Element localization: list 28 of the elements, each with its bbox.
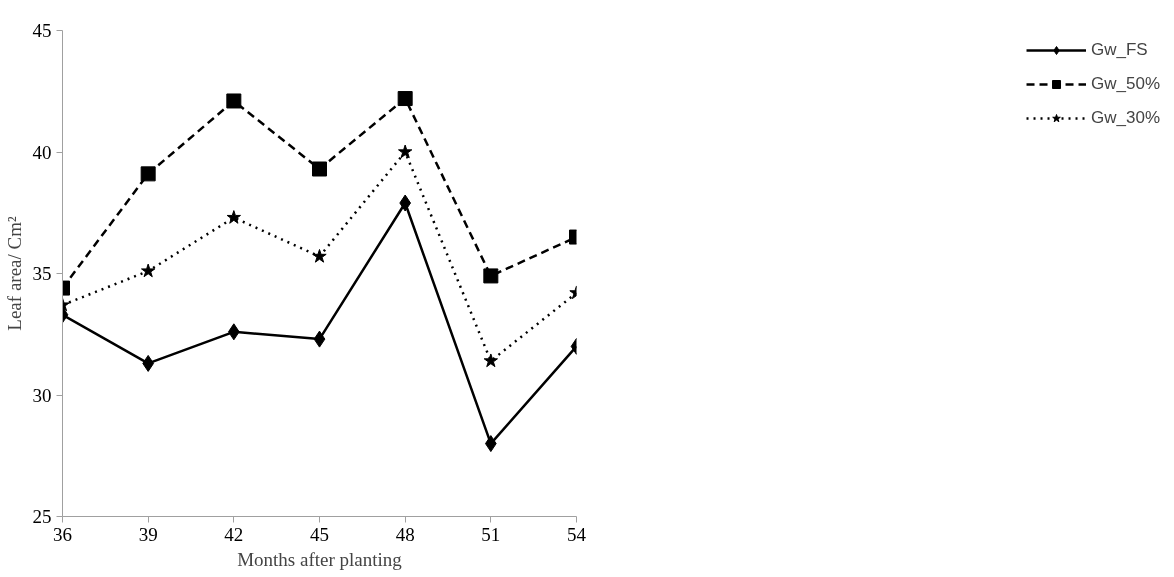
x-tick-label: 42 [224, 523, 244, 545]
point [313, 330, 326, 348]
legend-label: Gw_FS [1091, 40, 1148, 60]
point [140, 166, 156, 182]
x-tick-label: 45 [310, 523, 329, 545]
y-tick-label: 25 [32, 506, 52, 527]
y-tick-label: 40 [32, 141, 52, 163]
point [483, 268, 499, 284]
point [226, 210, 241, 224]
point [141, 263, 156, 278]
y-tick-label: 45 [32, 20, 52, 41]
point [398, 144, 413, 159]
legend-label: Gw_30% [1091, 108, 1160, 128]
y-tick-label: 30 [32, 384, 52, 406]
y-axis-title: Leaf area/ Cm² [3, 216, 25, 331]
y-tick-label: 35 [32, 263, 52, 284]
point [397, 91, 413, 107]
x-tick-label: 54 [567, 523, 587, 545]
x-tick-label: 51 [481, 523, 501, 545]
point [226, 93, 242, 109]
x-tick-label: 48 [395, 523, 415, 545]
x-tick-label: 39 [138, 523, 158, 545]
x-tick-label: 36 [53, 523, 72, 545]
x-axis-title: Months after planting [237, 548, 403, 570]
point [312, 248, 327, 263]
point [312, 161, 327, 177]
point [483, 353, 498, 368]
legend-label: Gw_50% [1091, 74, 1160, 94]
